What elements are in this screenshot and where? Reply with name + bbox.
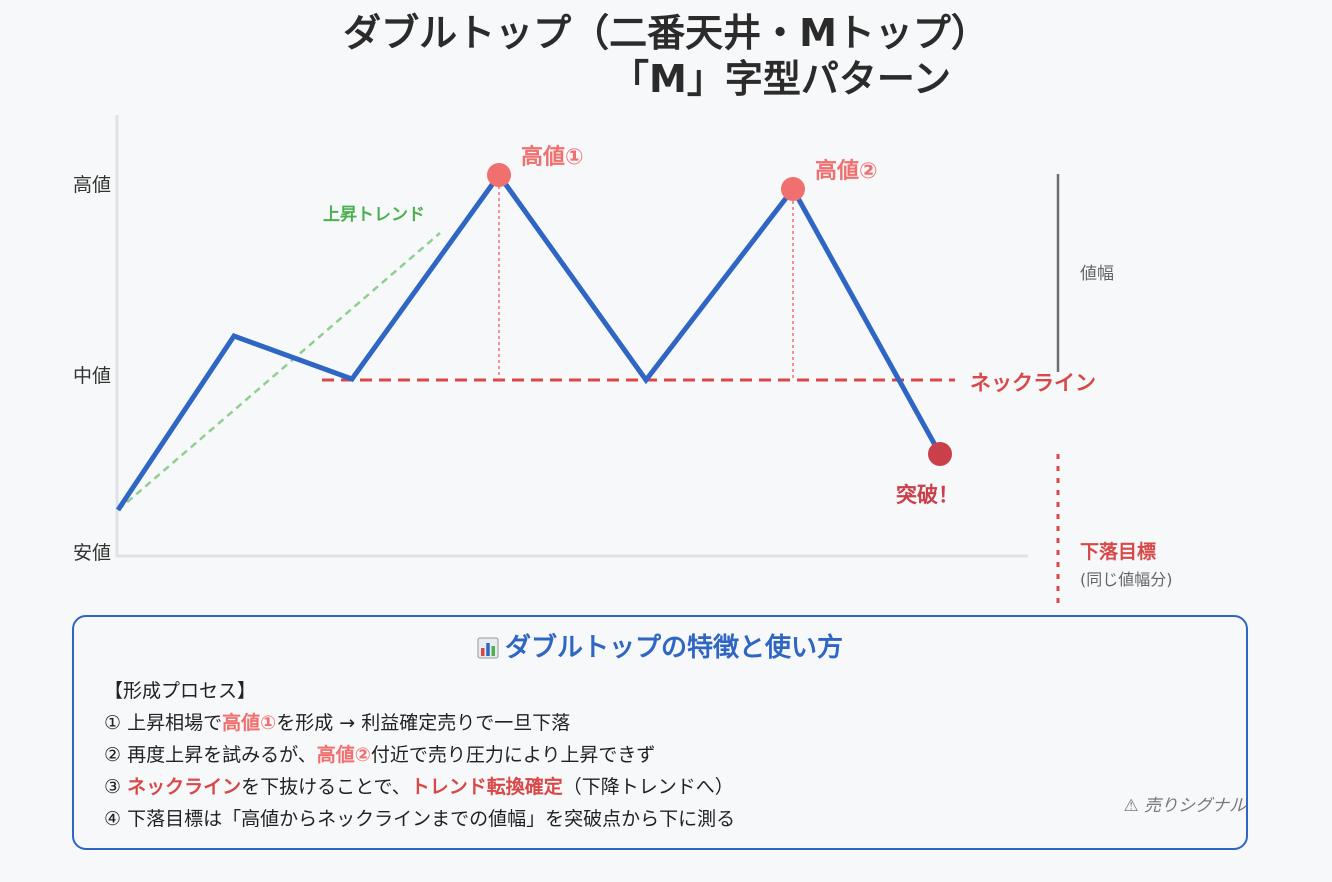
uptrend-label: 上昇トレンド	[323, 205, 425, 225]
step-4-num: ④	[104, 808, 122, 830]
title-line1: ダブルトップ（二番天井・Mトップ）	[343, 11, 989, 55]
title-line2: 「M」字型パターン	[611, 57, 951, 101]
price-range-label: 値幅	[1080, 264, 1114, 284]
step-2-highlight: 高値②	[316, 744, 371, 766]
neckline-label: ネックライン	[970, 371, 1096, 395]
target-label: 下落目標	[1080, 541, 1157, 563]
step-1-pre: 上昇相場で	[127, 712, 223, 734]
peak1-label: 高値①	[521, 145, 584, 170]
peak2-label: 高値②	[815, 159, 878, 184]
step-3-highlight-2: トレンド転換確定	[410, 776, 563, 798]
panel-title: ダブルトップの特徴と使い方	[74, 627, 1246, 666]
step-2-post: 付近で売り圧力により上昇できず	[370, 744, 656, 766]
uptrend-line	[117, 232, 441, 511]
process-header: 【形成プロセス】	[104, 680, 257, 702]
step-4-text: 下落目標は「高値からネックラインまでの値幅」を突破点から下に測る	[127, 808, 736, 830]
y-label-high: 高値	[73, 174, 112, 196]
step-1-highlight: 高値①	[222, 712, 277, 734]
price-line	[115, 170, 943, 512]
step-2-pre: 再度上昇を試みるが、	[127, 744, 317, 766]
breakout-label: 突破！	[896, 483, 959, 507]
step-2: ② 再度上昇を試みるが、高値②付近で売り圧力により上昇できず	[104, 739, 735, 771]
diagram-title: ダブルトップ（二番天井・Mトップ） 「M」字型パターン	[0, 10, 1332, 102]
peak1-point	[487, 163, 511, 187]
y-label-low: 安値	[73, 542, 112, 564]
panel-title-text: ダブルトップの特徴と使い方	[504, 633, 843, 663]
peak2-point	[781, 177, 805, 201]
step-4: ④ 下落目標は「高値からネックラインまでの値幅」を突破点から下に測る	[104, 803, 735, 835]
step-1-num: ①	[104, 712, 122, 734]
step-2-num: ②	[104, 744, 122, 766]
step-3-highlight-1: ネックライン	[127, 776, 242, 798]
explanation-panel: ダブルトップの特徴と使い方 【形成プロセス】 ① 上昇相場で高値①を形成 → 利…	[72, 615, 1248, 850]
step-1-post: を形成 → 利益確定売りで一旦下落	[276, 712, 571, 734]
step-3-mid: を下抜けることで、	[241, 776, 411, 798]
step-3-num: ③	[104, 776, 122, 798]
y-label-mid: 中値	[73, 365, 112, 387]
step-3-post: （下降トレンドへ）	[562, 776, 734, 798]
step-1: ① 上昇相場で高値①を形成 → 利益確定売りで一旦下落	[104, 707, 735, 739]
step-3: ③ ネックラインを下抜けることで、トレンド転換確定（下降トレンドへ）	[104, 771, 735, 803]
breakout-point	[928, 442, 952, 466]
target-note: (同じ値幅分)	[1080, 570, 1173, 589]
bar-chart-icon	[477, 636, 499, 666]
panel-body: 【形成プロセス】 ① 上昇相場で高値①を形成 → 利益確定売りで一旦下落 ② 再…	[104, 675, 735, 835]
sell-signal-note: ⚠ 売りシグナル	[1123, 796, 1246, 816]
